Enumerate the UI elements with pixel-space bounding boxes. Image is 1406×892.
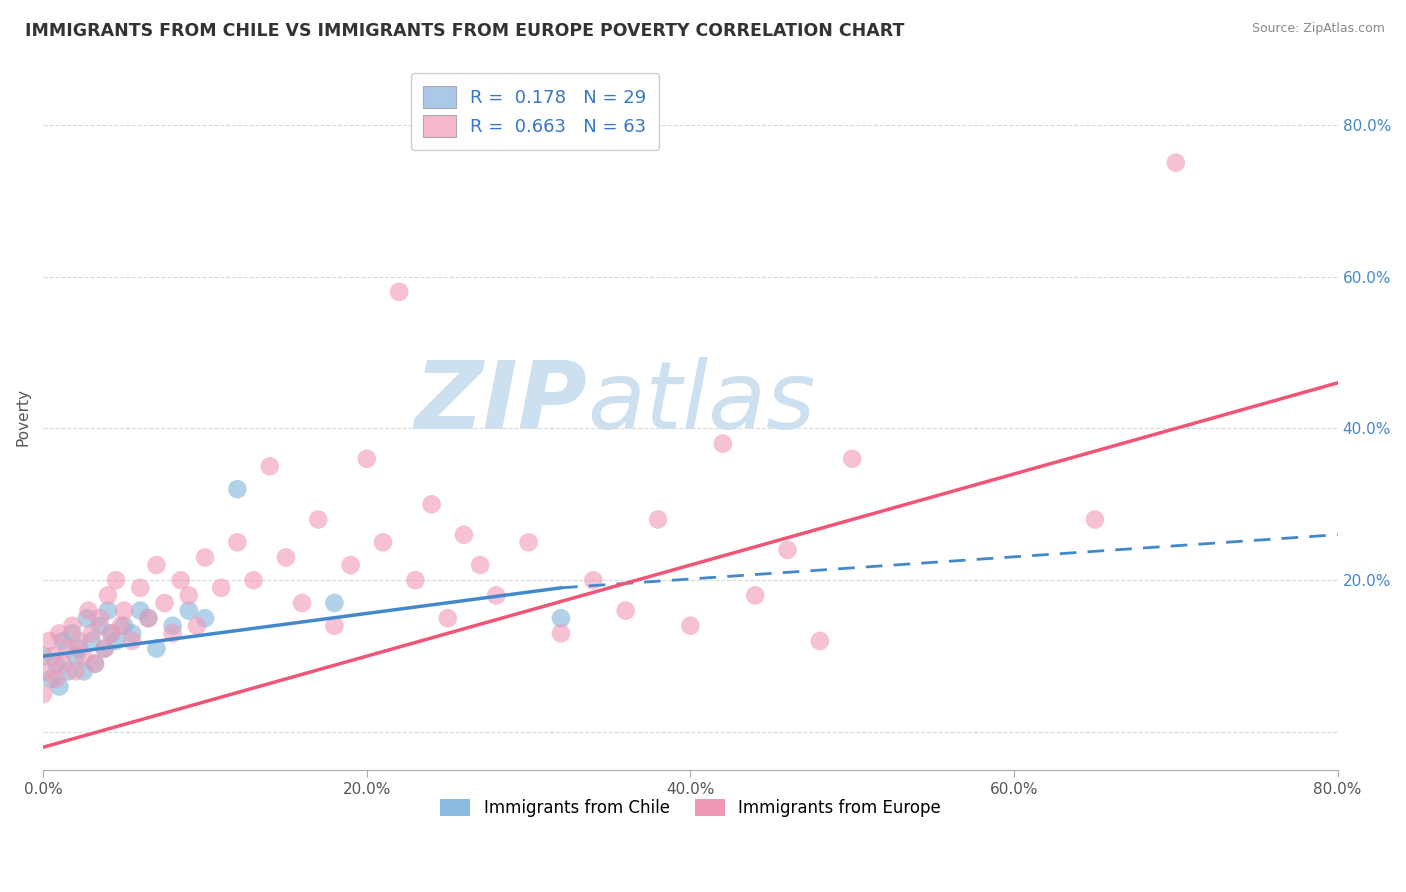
Point [1164,155,1187,169]
Point [226,535,249,549]
Point [100,626,122,640]
Point [112,604,135,618]
Point [177,589,200,603]
Point [138,611,160,625]
Point [65,649,87,664]
Point [89,619,111,633]
Point [291,596,314,610]
Point [517,535,540,549]
Point [209,581,232,595]
Point [145,558,167,572]
Point [67,634,90,648]
Point [1084,512,1107,526]
Point [48,626,70,640]
Point [112,619,135,633]
Point [48,680,70,694]
Point [356,451,378,466]
Point [39,672,62,686]
Point [711,436,734,450]
Point [138,611,160,625]
Point [194,550,217,565]
Text: ZIP: ZIP [413,357,586,449]
Point [129,581,152,595]
Point [84,657,107,671]
Point [97,604,120,618]
Point [388,285,411,299]
Legend: Immigrants from Chile, Immigrants from Europe: Immigrants from Chile, Immigrants from E… [432,790,949,825]
Point [60,619,83,633]
Point [170,573,193,587]
Point [162,626,184,640]
Point [808,634,831,648]
Point [32,649,55,664]
Point [371,535,394,549]
Y-axis label: Poverty: Poverty [15,388,30,446]
Point [186,619,208,633]
Point [468,558,491,572]
Point [323,596,346,610]
Text: IMMIGRANTS FROM CHILE VS IMMIGRANTS FROM EUROPE POVERTY CORRELATION CHART: IMMIGRANTS FROM CHILE VS IMMIGRANTS FROM… [25,22,904,40]
Text: atlas: atlas [586,358,815,449]
Point [72,649,94,664]
Point [485,589,508,603]
Point [60,626,83,640]
Point [339,558,361,572]
Point [582,573,605,587]
Point [323,619,346,633]
Point [177,604,200,618]
Point [42,649,65,664]
Point [153,596,176,610]
Point [80,634,103,648]
Point [274,550,297,565]
Point [38,634,60,648]
Point [76,611,98,625]
Point [45,657,67,671]
Text: Source: ZipAtlas.com: Source: ZipAtlas.com [1251,22,1385,36]
Point [436,611,458,625]
Point [110,619,132,633]
Point [52,657,75,671]
Point [93,641,115,656]
Point [550,626,572,640]
Point [121,626,143,640]
Point [307,512,329,526]
Point [72,665,94,679]
Point [647,512,669,526]
Point [145,641,167,656]
Point [89,611,111,625]
Point [105,634,128,648]
Point [242,573,264,587]
Point [420,497,443,511]
Point [52,634,75,648]
Point [80,626,103,640]
Point [45,672,67,686]
Point [614,604,637,618]
Point [67,641,90,656]
Point [404,573,426,587]
Point [93,641,115,656]
Point [65,665,87,679]
Point [776,542,799,557]
Point [84,657,107,671]
Point [194,611,217,625]
Point [32,687,55,701]
Point [56,641,79,656]
Point [259,459,281,474]
Point [105,573,128,587]
Point [453,527,475,541]
Point [97,589,120,603]
Point [77,604,100,618]
Point [226,482,249,496]
Point [35,665,58,679]
Point [679,619,702,633]
Point [129,604,152,618]
Point [100,626,122,640]
Point [56,665,79,679]
Point [841,451,863,466]
Point [550,611,572,625]
Point [162,619,184,633]
Point [121,634,143,648]
Point [744,589,766,603]
